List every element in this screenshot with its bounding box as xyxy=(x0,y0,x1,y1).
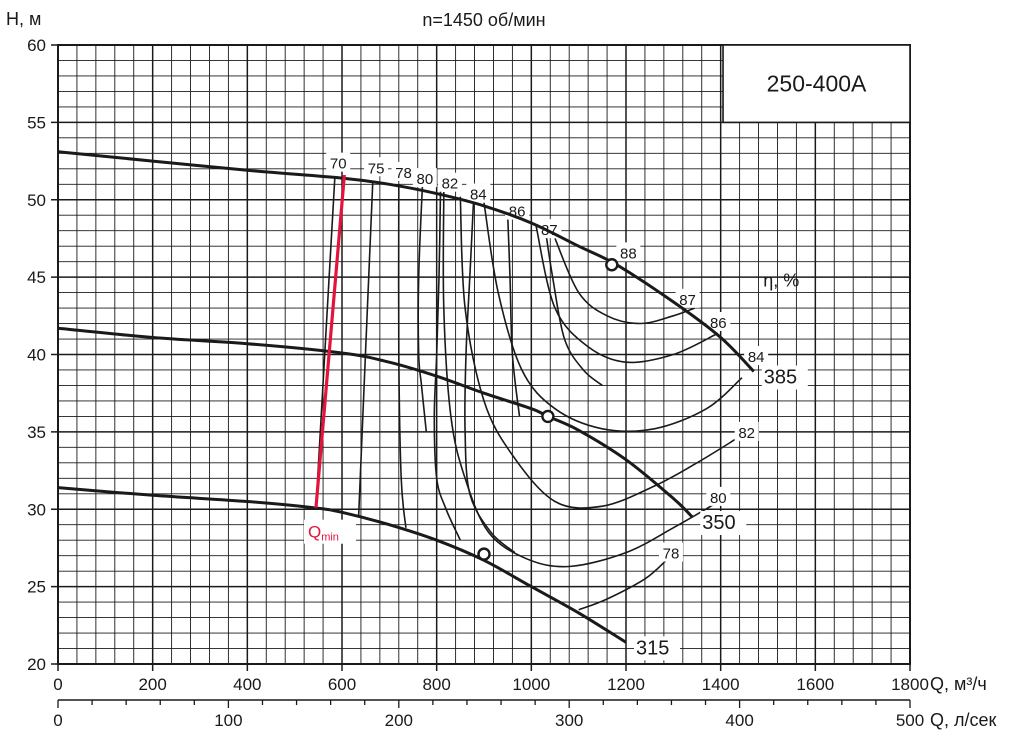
x-tick-label: 1800 xyxy=(891,675,929,694)
efficiency-label-88: 88 xyxy=(620,245,637,262)
efficiency-label-bg xyxy=(706,312,731,332)
qmin-label-sub: min xyxy=(321,532,339,544)
efficiency-label-70: 70 xyxy=(330,156,347,173)
best-efficiency-points xyxy=(477,258,619,561)
bep-marker xyxy=(541,409,555,424)
x-tick-label: 1600 xyxy=(796,675,834,694)
y-tick-label: 30 xyxy=(27,500,46,519)
efficiency-label-bg xyxy=(706,486,731,506)
x2-tick-label: 400 xyxy=(725,711,753,730)
y-tick-label: 40 xyxy=(27,346,46,365)
efficiency-label-bg xyxy=(675,288,700,308)
curve-label-bg xyxy=(700,510,747,535)
bep-marker xyxy=(605,258,619,272)
x-tick-label: 1000 xyxy=(512,675,550,694)
qmin-label-bg xyxy=(303,519,356,544)
curve-label-bg xyxy=(761,365,808,390)
x-tick-label: 0 xyxy=(53,675,62,694)
curve-label-315: 315 xyxy=(636,637,669,659)
x-axis-label: Q, м³/ч xyxy=(930,674,987,694)
efficiency-contour-82 xyxy=(459,196,736,509)
head-curves: 385 350 315 xyxy=(57,150,808,661)
x2-tick-label: 300 xyxy=(555,711,583,730)
efficiency-label-bg xyxy=(658,542,683,562)
x2-axis-label: Q, л/сек xyxy=(930,710,997,730)
y-tick-label: 45 xyxy=(27,268,46,287)
efficiency-label-bg xyxy=(734,421,759,441)
model-box-frame xyxy=(722,44,911,124)
efficiency-label-82: 82 xyxy=(738,425,755,442)
x-tick-label: 600 xyxy=(328,675,356,694)
y-axis-label: H, м xyxy=(6,9,41,29)
head-curve-350 xyxy=(57,326,694,519)
efficiency-contour-87 xyxy=(544,230,603,387)
model-box: 250-400A xyxy=(722,44,911,124)
efficiency-label-78: 78 xyxy=(395,165,412,182)
efficiency-contour-82 xyxy=(433,190,462,541)
x2-tick-label: 500 xyxy=(896,711,924,730)
curve-label-350: 350 xyxy=(702,512,735,534)
y-tick-label: 60 xyxy=(27,36,46,55)
head-curve-385 xyxy=(57,150,755,373)
efficiency-label-80: 80 xyxy=(710,490,727,507)
x-tick-label: 1200 xyxy=(607,675,645,694)
efficiency-label-bg xyxy=(412,168,437,188)
x-tick-label: 400 xyxy=(233,675,261,694)
chart-labels: n=1450 об/мин H, м Q, м³/ч Q, л/сек η, % xyxy=(6,9,997,730)
efficiency-contour-78 xyxy=(397,184,407,528)
efficiency-contour-86 xyxy=(506,215,521,417)
efficiency-contour-84 xyxy=(464,199,516,554)
y-tick-label: 20 xyxy=(27,655,46,674)
efficiency-contour-80 xyxy=(417,184,428,432)
chart-title: n=1450 об/мин xyxy=(422,10,545,30)
efficiency-label-bg xyxy=(744,346,769,366)
efficiency-label-80: 80 xyxy=(416,171,433,188)
x-tick-label: 800 xyxy=(422,675,450,694)
y-tick-label: 25 xyxy=(27,578,46,597)
y-tick-label: 55 xyxy=(27,113,46,132)
efficiency-label-86: 86 xyxy=(710,315,727,332)
bep-marker xyxy=(477,547,491,561)
efficiency-label-82: 82 xyxy=(442,176,459,193)
efficiency-label-bg xyxy=(391,161,416,181)
qmin-line xyxy=(314,174,346,508)
curve-label-385: 385 xyxy=(764,367,797,389)
curve-label-bg xyxy=(634,636,680,661)
x2-tick-label: 200 xyxy=(385,711,413,730)
efficiency-label-84: 84 xyxy=(748,349,765,366)
efficiency-label: η, % xyxy=(763,270,799,290)
x2-tick-label: 100 xyxy=(214,711,242,730)
model-label: 250-400A xyxy=(767,71,867,97)
efficiency-label-bg xyxy=(466,183,491,203)
efficiency-label-78: 78 xyxy=(663,546,680,563)
efficiency-contour-75 xyxy=(357,181,374,518)
efficiency-contour-84 xyxy=(483,202,743,433)
x-tick-label: 1400 xyxy=(702,675,740,694)
efficiency-label-bg xyxy=(437,172,462,192)
efficiency-label-bg xyxy=(616,242,641,262)
x2-tick-label: 0 xyxy=(53,711,62,730)
head-curve-315 xyxy=(57,486,627,644)
efficiency-label-bg xyxy=(364,157,389,177)
efficiency-label-87: 87 xyxy=(679,292,696,309)
efficiency-contour-78 xyxy=(578,559,667,611)
efficiency-label-84: 84 xyxy=(470,187,487,204)
x-tick-label: 200 xyxy=(138,675,166,694)
qmin-line-group: Qmin xyxy=(303,174,356,544)
y-tick-label: 35 xyxy=(27,423,46,442)
y-tick-label: 50 xyxy=(27,191,46,210)
efficiency-label-75: 75 xyxy=(368,160,385,177)
efficiency-contour-86 xyxy=(535,225,717,364)
efficiency-label-bg xyxy=(326,152,351,172)
efficiency-contour-80 xyxy=(442,191,715,568)
efficiency-contour-87 xyxy=(554,238,695,325)
